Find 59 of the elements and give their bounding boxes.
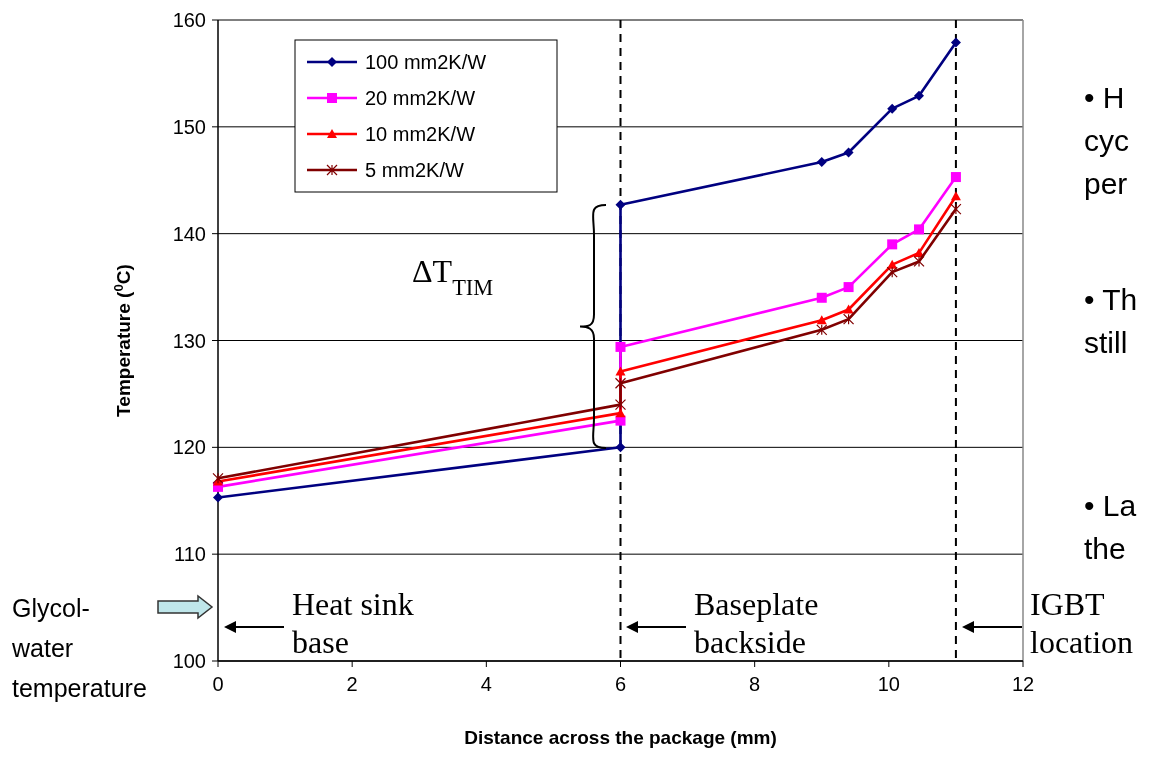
point: [614, 399, 627, 411]
x-tick-label: 8: [749, 673, 761, 695]
x-tick-label: 2: [346, 673, 358, 695]
text: • Th: [1084, 283, 1138, 316]
x-tick-label: 10: [877, 673, 900, 695]
x-tick-label: 12: [1011, 673, 1035, 695]
point: [950, 172, 961, 183]
point: [212, 472, 224, 484]
annotation: Baseplate backside: [694, 586, 819, 660]
point: [816, 157, 827, 168]
text: cyc: [1084, 124, 1129, 157]
x-axis-title: Distance across the package (mm): [464, 727, 777, 748]
point: [816, 315, 827, 325]
legend-label: 100 mm2K/W: [365, 51, 487, 73]
point: [950, 203, 962, 215]
point: [843, 282, 854, 293]
point: [887, 103, 898, 114]
point: [950, 37, 961, 48]
annotation: Heat sink base: [292, 586, 414, 660]
legend-label: 20 mm2K/W: [365, 87, 476, 109]
text: the: [1084, 532, 1126, 565]
point: [213, 492, 223, 503]
point: [914, 224, 925, 235]
point: [914, 90, 925, 101]
point: [843, 304, 854, 314]
y-tick-label: 120: [172, 436, 206, 459]
x-tick-label: 0: [212, 673, 224, 695]
point: [886, 266, 898, 278]
text: per: [1084, 167, 1128, 200]
point: [816, 292, 827, 303]
point: [614, 377, 627, 389]
point: [615, 408, 626, 418]
text: • La: [1084, 489, 1137, 522]
y-tick-label: 130: [172, 329, 206, 352]
point: [615, 366, 626, 376]
y-tick-label: 150: [172, 115, 206, 138]
text: • H: [1084, 81, 1125, 114]
point: [842, 313, 855, 325]
point: [615, 199, 626, 210]
y-tick-label: 160: [172, 9, 206, 31]
text: still: [1084, 326, 1128, 359]
point: [887, 239, 898, 250]
text: IGBT location: [1030, 586, 1134, 660]
point: [615, 442, 626, 453]
legend-label: 10 mm2K/W: [365, 123, 476, 145]
y-tick-label: 140: [172, 222, 206, 245]
text: Glycol- water temperature: [11, 594, 147, 702]
point: [615, 415, 626, 426]
point: [913, 255, 925, 268]
point: [950, 191, 961, 201]
y-tick-label: 110: [174, 543, 206, 566]
y-tick-label: 100: [172, 650, 206, 672]
legend-label: 5 mm2K/W: [365, 159, 465, 181]
x-tick-label: 6: [614, 673, 627, 695]
annotation: ΔT$_{TIM}$: [412, 253, 494, 300]
point: [615, 341, 626, 352]
x-tick-label: 4: [480, 673, 492, 695]
point: [816, 324, 828, 336]
point: [843, 147, 854, 158]
